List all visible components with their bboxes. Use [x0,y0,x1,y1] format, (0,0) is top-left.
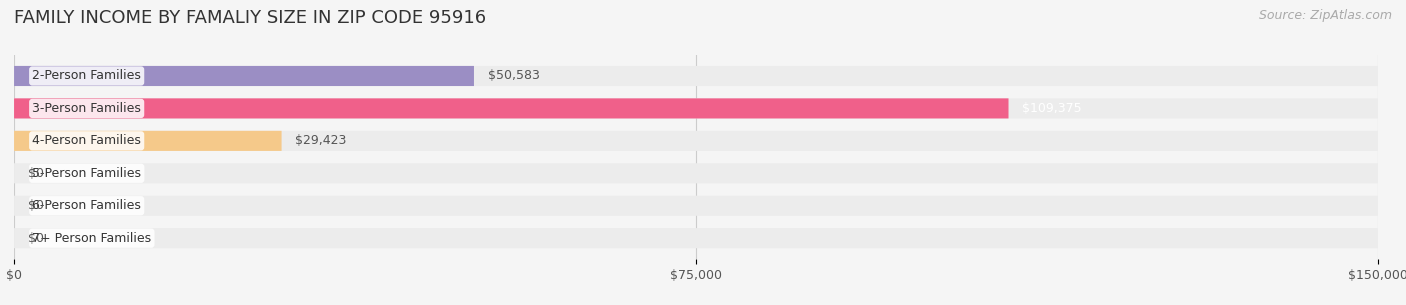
Text: Source: ZipAtlas.com: Source: ZipAtlas.com [1258,9,1392,22]
Text: $29,423: $29,423 [295,135,347,147]
FancyBboxPatch shape [14,66,1378,86]
Text: 6-Person Families: 6-Person Families [32,199,141,212]
Text: $109,375: $109,375 [1022,102,1081,115]
FancyBboxPatch shape [14,131,1378,151]
Text: 7+ Person Families: 7+ Person Families [32,232,152,245]
Text: 2-Person Families: 2-Person Families [32,70,141,82]
Text: 5-Person Families: 5-Person Families [32,167,141,180]
FancyBboxPatch shape [14,99,1008,118]
FancyBboxPatch shape [14,228,1378,248]
Text: $0: $0 [28,199,44,212]
Text: 3-Person Families: 3-Person Families [32,102,141,115]
Text: $0: $0 [28,167,44,180]
Text: 4-Person Families: 4-Person Families [32,135,141,147]
FancyBboxPatch shape [14,99,1378,118]
Text: $50,583: $50,583 [488,70,540,82]
FancyBboxPatch shape [14,66,474,86]
FancyBboxPatch shape [14,196,1378,216]
FancyBboxPatch shape [14,131,281,151]
FancyBboxPatch shape [14,163,1378,183]
Text: FAMILY INCOME BY FAMALIY SIZE IN ZIP CODE 95916: FAMILY INCOME BY FAMALIY SIZE IN ZIP COD… [14,9,486,27]
Text: $0: $0 [28,232,44,245]
